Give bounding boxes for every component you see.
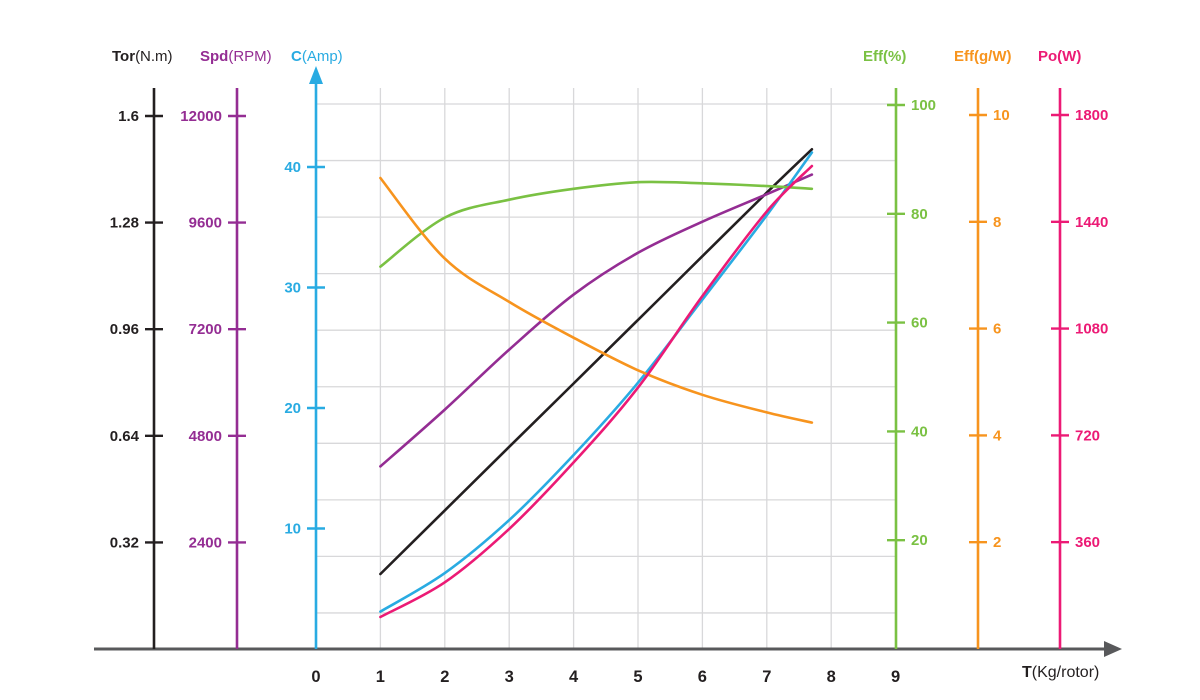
tick-label-spd: 9600 xyxy=(189,215,222,232)
tick-label-po: 1440 xyxy=(1075,214,1108,231)
axis-header-efficiency-gw: Eff(g/W) xyxy=(954,48,1011,65)
tick-label-gw: 4 xyxy=(993,427,1002,444)
x-axis-title: T(Kg/rotor) xyxy=(1022,664,1099,682)
x-tick-label: 3 xyxy=(505,668,514,686)
axis-header-efficiency-gw-bold: Eff xyxy=(954,48,974,65)
tick-label-po: 1080 xyxy=(1075,321,1108,338)
tick-label-eff: 60 xyxy=(911,315,928,332)
axis-po: 360 720 1080 1440 1800 xyxy=(1051,88,1108,649)
tick-label-tor: 1.6 xyxy=(118,108,139,125)
tick-label-tor: 0.96 xyxy=(110,321,139,338)
tick-label-cur: 20 xyxy=(284,400,301,417)
tick-label-cur: 30 xyxy=(284,280,301,297)
x-axis-arrowhead xyxy=(1104,641,1122,657)
tick-label-eff: 40 xyxy=(911,423,928,440)
x-tick-label: 9 xyxy=(891,668,900,686)
tick-label-spd: 4800 xyxy=(189,428,222,445)
x-axis-title-unit: (Kg/rotor) xyxy=(1031,664,1100,681)
axis-eff: 20 40 60 80 100 xyxy=(887,88,936,649)
tick-label-cur: 10 xyxy=(284,521,301,538)
x-tick-label: 0 xyxy=(311,668,320,686)
axis-header-torque-bold: Tor xyxy=(112,48,136,65)
axis-header-efficiency-unit: (%) xyxy=(883,48,907,65)
x-tick-label: 8 xyxy=(827,668,836,686)
axis-header-speed-bold: Spd xyxy=(200,48,229,65)
tick-label-spd: 7200 xyxy=(189,321,222,338)
curve-efficiency_g_per_w xyxy=(379,176,814,424)
axis-header-current-bold: C xyxy=(291,48,302,65)
current-axis-arrowhead xyxy=(309,66,323,84)
x-tick-label: 6 xyxy=(698,668,707,686)
tick-label-spd: 2400 xyxy=(189,534,222,551)
tick-label-gw: 10 xyxy=(993,107,1010,124)
axis-tor: 0.32 0.64 0.96 1.28 1.6 xyxy=(110,88,163,649)
axis-header-power: Po(W) xyxy=(1038,48,1081,65)
tick-label-po: 1800 xyxy=(1075,107,1108,124)
tick-label-gw: 8 xyxy=(993,214,1001,231)
axis-header-current: C(Amp) xyxy=(291,48,343,65)
tick-label-eff: 80 xyxy=(911,206,928,223)
tick-label-tor: 1.28 xyxy=(110,215,139,232)
tick-label-tor: 0.64 xyxy=(110,428,140,445)
x-axis-title-bold: T xyxy=(1022,664,1032,681)
x-tick-label: 4 xyxy=(569,668,579,686)
tick-label-cur: 40 xyxy=(284,159,301,176)
axis-gw: 2 4 6 8 10 xyxy=(969,88,1010,649)
curve-torque xyxy=(379,148,814,576)
curves xyxy=(379,148,814,619)
axis-header-efficiency: Eff(%) xyxy=(863,48,906,65)
curve-current xyxy=(379,151,814,613)
axis-header-speed: Spd(RPM) xyxy=(200,48,272,65)
axis-spd: 2400 4800 7200 9600 12000 xyxy=(180,88,246,649)
x-tick-label: 1 xyxy=(376,668,385,686)
curve-speed xyxy=(379,173,814,468)
axis-header-speed-unit: (RPM) xyxy=(228,48,272,65)
x-tick-label: 5 xyxy=(633,668,642,686)
tick-label-po: 720 xyxy=(1075,427,1100,444)
tick-label-tor: 0.32 xyxy=(110,534,139,551)
gridlines xyxy=(316,88,896,649)
axis-cur: 10 20 30 40 xyxy=(284,66,325,649)
tick-label-spd: 12000 xyxy=(180,108,222,125)
axis-header-power-bold: Po xyxy=(1038,48,1058,65)
x-tick-label: 2 xyxy=(440,668,449,686)
x-axis: 0 1 2 3 4 5 6 7 8 9 xyxy=(94,641,1122,686)
curve-efficiency_pct xyxy=(379,180,814,268)
axis-header-torque: Tor(N.m) xyxy=(112,48,173,65)
tick-label-eff: 20 xyxy=(911,532,928,549)
axis-header-power-unit: (W) xyxy=(1057,48,1082,65)
tick-label-gw: 6 xyxy=(993,321,1001,338)
axis-header-current-unit: (Amp) xyxy=(301,48,343,65)
x-tick-label: 7 xyxy=(762,668,771,686)
tick-label-po: 360 xyxy=(1075,534,1100,551)
axis-header-torque-unit: (N.m) xyxy=(135,48,173,65)
tick-label-gw: 2 xyxy=(993,534,1001,551)
axis-header-efficiency-gw-unit: (g/W) xyxy=(974,48,1012,65)
tick-label-eff: 100 xyxy=(911,97,936,114)
axis-header-efficiency-bold: Eff xyxy=(863,48,883,65)
curve-power xyxy=(379,164,814,619)
